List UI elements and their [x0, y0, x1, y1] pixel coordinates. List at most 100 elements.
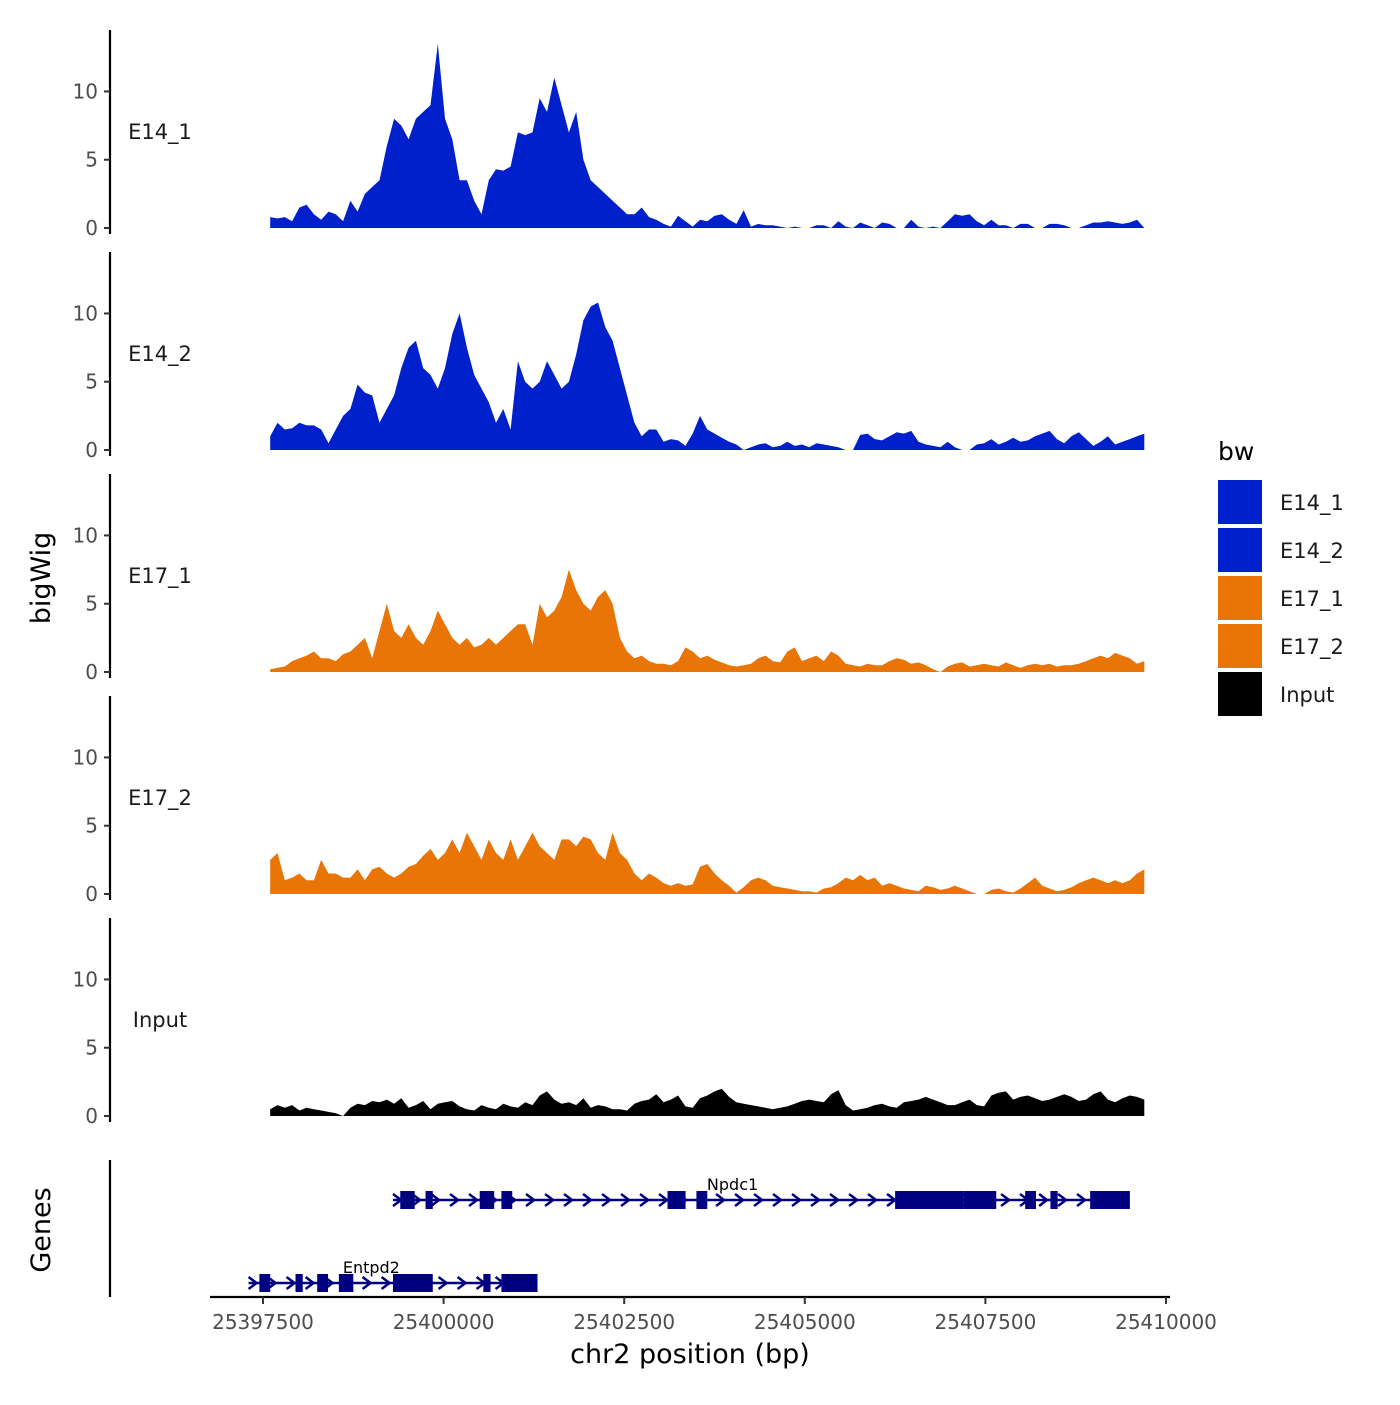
gene-exon [501, 1191, 513, 1209]
legend: bw E14_1 E14_2 E17_1 E17_2 Input [1218, 437, 1344, 716]
track-label: E14_1 [128, 120, 192, 145]
legend-label: Input [1280, 683, 1334, 707]
track-area-input [270, 1088, 1145, 1116]
gene-exon [400, 1191, 415, 1209]
y-axis-title: bigWig [26, 532, 57, 625]
strand-chevron [715, 1193, 727, 1207]
track-input: 0 5 10 Input [73, 918, 1145, 1128]
legend-swatch [1218, 672, 1262, 716]
gene-exon [963, 1191, 997, 1209]
track-e14-1: 0 5 10 E14_1 [73, 30, 1145, 240]
track-e17-1: 0 5 10 E17_1 [73, 474, 1145, 684]
strand-chevron [361, 1276, 373, 1290]
strand-chevron [449, 1193, 461, 1207]
genes-track: Npdc1 Entpd2 [108, 1160, 1130, 1297]
strand-chevron [304, 1276, 316, 1290]
track-area-e14-2 [270, 302, 1145, 450]
strand-chevron [468, 1193, 480, 1207]
x-tick-label: 25410000 [1115, 1310, 1217, 1334]
y-tick-label: 5 [85, 370, 98, 394]
gene-label: Npdc1 [707, 1175, 758, 1194]
track-e17-2: 0 5 10 E17_2 [73, 696, 1145, 906]
y-tick-label: 5 [85, 814, 98, 838]
legend-label: E14_1 [1280, 491, 1344, 516]
y-tick-label: 10 [73, 523, 98, 547]
strand-chevron [456, 1276, 468, 1290]
gene-exon [667, 1191, 686, 1209]
track-label: E14_2 [128, 342, 192, 367]
gene-exon [259, 1274, 271, 1292]
strand-chevron [753, 1193, 765, 1207]
gene-label: Entpd2 [343, 1258, 400, 1277]
strand-chevron [734, 1193, 746, 1207]
gene-exon [317, 1274, 329, 1292]
y-tick-label: 0 [85, 882, 98, 906]
gene-exon [895, 1191, 964, 1209]
legend-swatch [1218, 624, 1262, 668]
track-e14-2: 0 5 10 E14_2 [73, 252, 1145, 462]
y-tick-label: 10 [73, 79, 98, 103]
x-tick-label: 25407500 [935, 1310, 1037, 1334]
strand-chevron [1076, 1193, 1088, 1207]
gene-exon [479, 1191, 495, 1209]
strand-chevron [639, 1193, 651, 1207]
strand-chevron [829, 1193, 841, 1207]
y-tick-label: 10 [73, 967, 98, 991]
y-tick-label: 0 [85, 660, 98, 684]
y-tick-label: 0 [85, 216, 98, 240]
track-area-e17-1 [270, 569, 1145, 672]
x-tick-label: 25405000 [754, 1310, 856, 1334]
strand-chevron [867, 1193, 879, 1207]
strand-chevron [1038, 1193, 1050, 1207]
legend-item-e14-1: E14_1 [1218, 480, 1344, 524]
strand-chevron [1000, 1193, 1012, 1207]
legend-title: bw [1218, 437, 1254, 466]
x-tick-label: 25400000 [393, 1310, 495, 1334]
x-axis: 25397500 25400000 25402500 25405000 25407500… [210, 1295, 1217, 1334]
gene-exon [483, 1274, 491, 1292]
y-tick-label: 5 [85, 592, 98, 616]
gene-exon [338, 1274, 354, 1292]
bigwig-tracks: 0 5 10 E14_1 0 5 10 E14_2 0 5 10 E17_1 0 5 10 E17_2 0 5 10… [73, 30, 1145, 1128]
track-label: Input [133, 1008, 187, 1032]
strand-chevron [658, 1193, 670, 1207]
strand-chevron [582, 1193, 594, 1207]
strand-chevron [1057, 1193, 1069, 1207]
strand-chevron [380, 1276, 392, 1290]
track-area-e14-1 [270, 43, 1145, 229]
strand-chevron [544, 1193, 556, 1207]
legend-swatch [1218, 576, 1262, 620]
legend-label: E17_1 [1280, 587, 1344, 612]
strand-chevron [772, 1193, 784, 1207]
gene-exon [696, 1191, 708, 1209]
x-axis-title: chr2 position (bp) [570, 1339, 810, 1370]
x-tick-label: 25397500 [212, 1310, 314, 1334]
strand-chevron [601, 1193, 613, 1207]
strand-chevron [285, 1276, 297, 1290]
x-tick-label: 25402500 [573, 1310, 675, 1334]
legend-item-e17-2: E17_2 [1218, 624, 1344, 668]
gene-exon [425, 1191, 433, 1209]
gene-exon [1111, 1191, 1130, 1209]
y-tick-label: 5 [85, 1036, 98, 1060]
strand-chevron [791, 1193, 803, 1207]
y-tick-label: 0 [85, 438, 98, 462]
strand-chevron [620, 1193, 632, 1207]
strand-chevron [563, 1193, 575, 1207]
gene-exon [1025, 1191, 1036, 1209]
y-tick-label: 5 [85, 148, 98, 172]
legend-label: E17_2 [1280, 635, 1344, 660]
gene-entpd2: Entpd2 [247, 1258, 538, 1292]
gene-exon [501, 1274, 538, 1292]
gene-exon [295, 1274, 303, 1292]
strand-chevron [525, 1193, 537, 1207]
y-tick-label: 10 [73, 745, 98, 769]
strand-chevron [848, 1193, 860, 1207]
strand-chevron [437, 1276, 449, 1290]
track-area-e17-2 [270, 832, 1145, 894]
legend-swatch [1218, 480, 1262, 524]
gene-npdc1: Npdc1 [392, 1175, 1130, 1209]
y-tick-label: 10 [73, 301, 98, 325]
track-label: E17_1 [128, 564, 192, 589]
